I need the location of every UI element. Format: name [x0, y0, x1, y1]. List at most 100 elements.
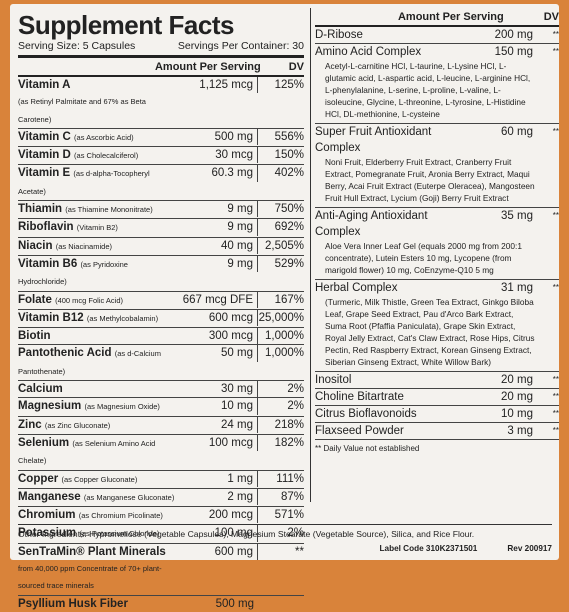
item-row: Citrus Bioflavonoids 10 mg **	[315, 406, 559, 423]
nutrient-note: (as Magnesium Oxide)	[84, 402, 160, 412]
daily-value: 218%	[274, 418, 304, 431]
nutrient: Pantothenic Acid (as d-Calcium Pantothen…	[18, 345, 175, 380]
nutrient: Folate (400 mcg Folic Acid)	[18, 292, 175, 309]
nutrient: Psyllium Husk Fiber	[18, 596, 176, 612]
nutrient-note: (as Copper Gluconate)	[61, 474, 138, 484]
nutrient-name: Chromium	[18, 509, 76, 522]
column-header: Amount Per Serving DV	[18, 58, 304, 77]
daily-value: **	[552, 409, 559, 418]
nutrient-name: Psyllium Husk Fiber	[18, 597, 128, 610]
servings-per-container: Servings Per Container: 30	[177, 40, 304, 52]
amount: 1 mg	[175, 470, 258, 487]
amount: 9 mg	[175, 219, 258, 236]
nutrient-row: Thiamin (as Thiamine Mononitrate) 9 mg 750…	[18, 201, 304, 220]
revision: Rev 200917	[507, 544, 552, 553]
nutrient-note: (as d-alpha-Tocopheryl Acetate)	[18, 169, 150, 196]
nutrient-note: (as Zinc Gluconate)	[44, 420, 111, 430]
nutrient-note: (as Retinyl Palmitate and 67% as Beta Ca…	[18, 97, 146, 124]
amount: 35 mg	[501, 210, 533, 222]
item-list: D-Ribose 200 mg ** Amino Acid Complex 150 mg…	[315, 27, 559, 440]
nutrient: Vitamin A (as Retinyl Palmitate and 67% a…	[18, 77, 175, 128]
nutrient: Niacin (as Niacinamide)	[18, 238, 175, 255]
daily-value: **	[552, 127, 559, 136]
daily-value: 2%	[287, 400, 304, 413]
amount: 2 mg	[175, 488, 258, 506]
nutrient-row: Magnesium (as Magnesium Oxide) 10 mg 2%	[18, 398, 304, 417]
nutrient-name: Vitamin B12	[18, 311, 84, 324]
daily-value: 182%	[274, 436, 304, 449]
item-line: Inositol 20 mg **	[315, 372, 559, 388]
nutrient-note: (as Pyridoxine Hydrochloride)	[18, 259, 128, 287]
daily-value: 125%	[274, 79, 304, 91]
item-description: Aloe Vera Inner Leaf Gel (equals 2000 mg…	[325, 241, 522, 275]
other-ingredients: Other Ingredients: Hypromellose (Vegetab…	[18, 529, 475, 539]
nutrient-name: Riboflavin	[18, 221, 74, 234]
nutrient-note: (Vitamin B2)	[76, 223, 118, 233]
nutrient-row: Biotin 300 mcg 1,000%	[18, 328, 304, 346]
daily-value: **	[552, 30, 559, 39]
item-name: Anti-Aging Antioxidant Complex	[315, 210, 428, 238]
nutrient: Vitamin B6 (as Pyridoxine Hydrochloride)	[18, 256, 175, 291]
nutrient-name: Biotin	[18, 330, 51, 343]
item-name: Choline Bitartrate	[315, 391, 404, 403]
amount: 50 mg	[175, 345, 258, 362]
right-column: Amount Per Serving DV D-Ribose 200 mg ** Am…	[310, 8, 559, 502]
nutrient: Vitamin B12 (as Methylcobalamin)	[18, 310, 175, 327]
nutrient-row: Vitamin E (as d-alpha-Tocopheryl Acetate…	[18, 165, 304, 202]
daily-value: 87%	[280, 490, 304, 503]
item-line: Choline Bitartrate 20 mg **	[315, 389, 559, 405]
amount: 60.3 mg	[175, 165, 258, 182]
daily-value: 692%	[274, 221, 304, 234]
daily-value: 25,000%	[258, 311, 304, 324]
nutrient-note: (as Methylcobalamin)	[86, 313, 159, 323]
dv-header: DV	[543, 11, 559, 23]
nutrient-row: Vitamin D (as Cholecalciferol) 30 mcg 150%	[18, 147, 304, 166]
nutrient-row: Vitamin B12 (as Methylcobalamin) 600 mcg 2…	[18, 309, 304, 329]
nutrient-note: (as Niacinamide)	[55, 241, 112, 251]
nutrient-name: Vitamin B6	[18, 257, 78, 270]
daily-value: 1,000%	[264, 347, 304, 360]
amount: 500 mg	[175, 128, 258, 146]
column-header: Amount Per Serving DV	[315, 8, 559, 27]
nutrient-row: Niacin (as Niacinamide) 40 mg 2,505%	[18, 237, 304, 256]
amount: 40 mg	[175, 237, 258, 254]
item-line: Herbal Complex 31 mg **	[315, 280, 559, 296]
daily-value: 1,000%	[264, 330, 304, 343]
daily-value: **	[552, 392, 559, 401]
amount: 500 mg	[215, 597, 254, 610]
nutrient-note: (as Thiamine Mononitrate)	[65, 205, 153, 215]
nutrient-name: Niacin	[18, 239, 53, 252]
amount: 9 mg	[175, 201, 258, 218]
nutrient-note: (as d-Calcium Pantothenate)	[18, 349, 161, 376]
nutrient-row: Chromium (as Chromium Picolinate) 200 mcg…	[18, 507, 304, 526]
nutrient: Magnesium (as Magnesium Oxide)	[18, 398, 175, 415]
nutrient-row: Manganese (as Manganese Gluconate) 2 mg 87…	[18, 488, 304, 508]
amount: 1,125 mcg	[175, 77, 258, 94]
nutrient-name: Potassium	[18, 527, 77, 540]
nutrient-name: Calcium	[18, 383, 63, 396]
footnote: ** Daily Value not established	[315, 444, 420, 453]
nutrient-note: (as Selenium Amino Acid Chelate)	[18, 438, 156, 466]
nutrient: Vitamin C (as Ascorbic Acid)	[18, 129, 175, 146]
page: Supplement Facts Serving Size: 5 Capsule…	[10, 4, 559, 610]
amount-header: Amount Per Serving	[397, 11, 504, 23]
amount-header: Amount Per Serving	[154, 61, 261, 73]
item-name: Flaxseed Powder	[315, 425, 404, 437]
daily-value: 150%	[274, 149, 304, 162]
nutrient-row: Selenium (as Selenium Amino Acid Chelate…	[18, 434, 304, 471]
nutrient-row: Vitamin C (as Ascorbic Acid) 500 mg 556%	[18, 128, 304, 148]
daily-value: 571%	[274, 509, 304, 522]
item-row: Inositol 20 mg **	[315, 372, 559, 389]
daily-value: 750%	[274, 203, 304, 216]
daily-value: **	[552, 47, 559, 56]
nutrient-note: from 40,000 ppm Concentrate of 70+ plant…	[18, 564, 162, 591]
item-line: Amino Acid Complex 150 mg **	[315, 44, 559, 60]
amount: 31 mg	[501, 282, 533, 294]
daily-value: 2,505%	[264, 239, 304, 252]
nutrient-row: Riboflavin (Vitamin B2) 9 mg 692%	[18, 219, 304, 238]
amount: 200 mg	[494, 29, 533, 41]
amount: 100 mg	[175, 525, 258, 542]
nutrient-name: Manganese	[18, 490, 81, 503]
nutrient: Zinc (as Zinc Gluconate)	[18, 417, 175, 434]
amount: 24 mg	[175, 416, 258, 433]
